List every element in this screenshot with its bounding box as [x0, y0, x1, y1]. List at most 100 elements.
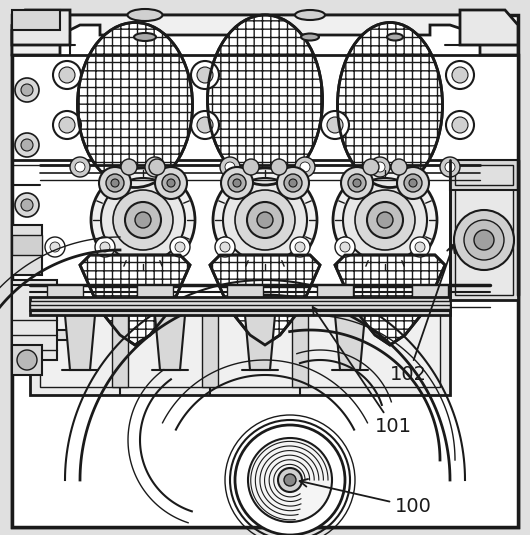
- Bar: [12, 345, 42, 375]
- Bar: [30, 305, 450, 395]
- Circle shape: [220, 242, 230, 252]
- Circle shape: [111, 179, 119, 187]
- Polygon shape: [12, 10, 70, 45]
- Circle shape: [375, 162, 385, 172]
- Circle shape: [367, 202, 403, 238]
- Circle shape: [233, 179, 241, 187]
- Circle shape: [221, 167, 253, 199]
- Bar: [455, 165, 513, 185]
- Circle shape: [397, 167, 429, 199]
- Circle shape: [215, 237, 235, 257]
- Circle shape: [149, 159, 165, 175]
- Circle shape: [21, 199, 33, 211]
- Circle shape: [53, 61, 81, 89]
- Circle shape: [391, 159, 407, 175]
- Circle shape: [101, 178, 185, 262]
- Bar: [30, 301, 450, 309]
- Circle shape: [150, 162, 160, 172]
- Circle shape: [452, 117, 468, 133]
- Ellipse shape: [134, 33, 156, 41]
- Circle shape: [446, 111, 474, 139]
- Circle shape: [99, 167, 131, 199]
- Circle shape: [145, 157, 165, 177]
- Circle shape: [247, 202, 283, 238]
- Text: 101: 101: [313, 307, 412, 437]
- Circle shape: [50, 242, 60, 252]
- Circle shape: [59, 67, 75, 83]
- Circle shape: [15, 78, 39, 102]
- Circle shape: [45, 237, 65, 257]
- Circle shape: [355, 190, 415, 250]
- Circle shape: [290, 237, 310, 257]
- Circle shape: [409, 179, 417, 187]
- Circle shape: [454, 210, 514, 270]
- Circle shape: [15, 193, 39, 217]
- Circle shape: [277, 167, 309, 199]
- Bar: [137, 285, 173, 307]
- Circle shape: [15, 133, 39, 157]
- Bar: [12, 225, 42, 275]
- Circle shape: [248, 438, 332, 522]
- Circle shape: [59, 117, 75, 133]
- Circle shape: [243, 159, 259, 175]
- Circle shape: [404, 174, 422, 192]
- Text: 102: 102: [390, 244, 455, 385]
- Polygon shape: [12, 25, 50, 35]
- Polygon shape: [80, 255, 190, 345]
- Circle shape: [410, 237, 430, 257]
- Circle shape: [135, 212, 151, 228]
- Circle shape: [377, 212, 393, 228]
- Circle shape: [106, 174, 124, 192]
- Circle shape: [155, 167, 187, 199]
- Circle shape: [167, 179, 175, 187]
- Circle shape: [225, 162, 235, 172]
- Circle shape: [289, 179, 297, 187]
- Circle shape: [474, 230, 494, 250]
- Circle shape: [348, 174, 366, 192]
- Circle shape: [175, 242, 185, 252]
- Circle shape: [228, 174, 246, 192]
- Circle shape: [191, 111, 219, 139]
- Circle shape: [113, 190, 173, 250]
- Circle shape: [464, 220, 504, 260]
- Text: 100: 100: [299, 479, 432, 516]
- Bar: [47, 285, 83, 307]
- Circle shape: [295, 157, 315, 177]
- Circle shape: [335, 237, 355, 257]
- Circle shape: [70, 157, 90, 177]
- Circle shape: [300, 162, 310, 172]
- Circle shape: [452, 67, 468, 83]
- Circle shape: [370, 157, 390, 177]
- Bar: [450, 180, 518, 300]
- Circle shape: [95, 237, 115, 257]
- Circle shape: [446, 61, 474, 89]
- Ellipse shape: [301, 34, 319, 41]
- Circle shape: [91, 168, 195, 272]
- Circle shape: [445, 162, 455, 172]
- Circle shape: [284, 174, 302, 192]
- Circle shape: [125, 202, 161, 238]
- Ellipse shape: [338, 22, 443, 187]
- Bar: [202, 313, 218, 387]
- Circle shape: [235, 425, 345, 535]
- Ellipse shape: [295, 10, 325, 20]
- Circle shape: [213, 168, 317, 272]
- Ellipse shape: [77, 22, 192, 187]
- Ellipse shape: [387, 34, 403, 41]
- Circle shape: [278, 468, 302, 492]
- Polygon shape: [155, 315, 185, 370]
- Circle shape: [341, 167, 373, 199]
- Circle shape: [21, 84, 33, 96]
- Bar: [40, 313, 440, 387]
- Circle shape: [295, 242, 305, 252]
- Circle shape: [271, 159, 287, 175]
- Polygon shape: [12, 25, 518, 527]
- Circle shape: [440, 157, 460, 177]
- Circle shape: [121, 159, 137, 175]
- Bar: [12, 280, 57, 360]
- Circle shape: [197, 117, 213, 133]
- Polygon shape: [12, 315, 70, 350]
- Bar: [455, 185, 513, 295]
- Polygon shape: [210, 255, 320, 345]
- Circle shape: [343, 178, 427, 262]
